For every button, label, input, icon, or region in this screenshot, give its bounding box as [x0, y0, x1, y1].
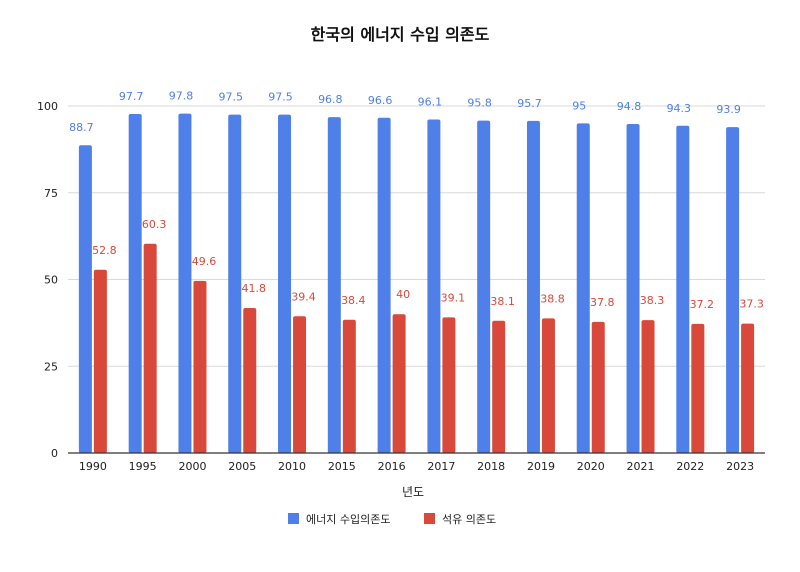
bar-oil [641, 320, 655, 453]
data-label-energy-import: 96.6 [368, 94, 393, 107]
x-tick-label: 2020 [577, 460, 605, 473]
x-tick-label: 1990 [79, 460, 107, 473]
y-tick-label: 100 [37, 100, 58, 113]
bars [78, 113, 755, 454]
data-labels: 88.7 52.8 97.7 60.3 97.8 49.6 97.5 41.8 97.5 39.4… [69, 90, 764, 311]
data-label-energy-import: 94.8 [617, 100, 642, 113]
grid-lines [68, 105, 765, 367]
y-tick-label: 50 [44, 274, 58, 287]
bar-energy-import [78, 145, 92, 453]
data-label-oil: 39.4 [291, 290, 316, 303]
data-label-oil: 39.1 [441, 291, 466, 304]
data-label-oil: 38.8 [540, 292, 565, 305]
bar-energy-import [676, 125, 690, 454]
bar-oil [93, 269, 107, 453]
x-axis-ticks: 1990 1995 2000 2005 2010 2015 2016 2017 2018 2019… [79, 460, 754, 473]
data-label-oil: 60.3 [142, 218, 167, 231]
x-tick-label: 2005 [228, 460, 256, 473]
data-label-oil: 40 [396, 288, 410, 301]
data-label-oil: 52.8 [92, 244, 117, 257]
bar-energy-import [477, 120, 491, 453]
x-tick-label: 2022 [676, 460, 704, 473]
data-label-energy-import: 97.5 [268, 91, 293, 104]
bar-oil [691, 323, 705, 453]
legend-label: 석유 의존도 [442, 513, 496, 526]
bar-energy-import [228, 114, 242, 454]
data-label-oil: 49.6 [192, 255, 217, 268]
bar-energy-import [427, 119, 441, 454]
bar-energy-import [526, 120, 540, 454]
x-axis-title: 년도 [402, 485, 424, 499]
bar-energy-import [327, 117, 341, 453]
x-tick-label: 1995 [129, 460, 157, 473]
data-label-energy-import: 97.7 [119, 90, 144, 103]
bar-oil [541, 318, 555, 453]
x-tick-label: 2023 [726, 460, 754, 473]
data-label-energy-import: 97.5 [219, 91, 244, 104]
y-tick-label: 0 [51, 447, 58, 460]
data-label-oil: 38.4 [341, 294, 366, 307]
bar-oil [193, 280, 207, 453]
data-label-energy-import: 97.8 [169, 90, 194, 103]
data-label-oil: 37.3 [739, 298, 764, 311]
bar-oil [293, 316, 307, 453]
x-tick-label: 2019 [527, 460, 555, 473]
data-label-energy-import: 96.1 [418, 96, 443, 109]
x-tick-label: 2010 [278, 460, 306, 473]
bar-oil [243, 307, 257, 453]
bar-oil [143, 243, 157, 453]
legend-swatch [288, 513, 299, 524]
bar-oil [342, 319, 356, 453]
x-tick-label: 2000 [178, 460, 206, 473]
legend: 에너지 수입의존도 석유 의존도 [288, 513, 496, 526]
data-label-energy-import: 95 [572, 99, 586, 112]
x-tick-label: 2015 [328, 460, 356, 473]
data-label-energy-import: 95.8 [467, 97, 492, 110]
x-tick-label: 2017 [427, 460, 455, 473]
data-label-oil: 37.8 [590, 296, 615, 309]
bar-energy-import [576, 123, 590, 453]
bar-energy-import [128, 113, 142, 453]
data-label-energy-import: 95.7 [517, 97, 542, 110]
y-tick-label: 25 [44, 360, 58, 373]
data-label-energy-import: 94.3 [667, 102, 692, 115]
bar-energy-import [178, 113, 192, 453]
bar-oil [492, 320, 506, 453]
data-label-oil: 37.2 [690, 298, 715, 311]
x-tick-label: 2021 [627, 460, 655, 473]
bar-energy-import [626, 124, 640, 453]
data-label-energy-import: 88.7 [69, 121, 94, 134]
data-label-energy-import: 93.9 [716, 103, 741, 116]
data-label-oil: 38.1 [490, 295, 515, 308]
legend-swatch [424, 513, 435, 524]
data-label-oil: 41.8 [242, 282, 267, 295]
bar-oil [741, 323, 755, 453]
bar-oil [392, 314, 406, 453]
bar-energy-import [726, 127, 740, 454]
data-label-oil: 38.3 [640, 294, 665, 307]
bar-energy-import [377, 117, 391, 453]
y-tick-label: 75 [44, 187, 58, 200]
y-axis-ticks: 0 25 50 75 100 [37, 100, 58, 460]
bar-oil [591, 321, 605, 453]
x-tick-label: 2016 [378, 460, 406, 473]
chart-title: 한국의 에너지 수입 의존도 [311, 25, 490, 44]
bar-oil [442, 317, 456, 453]
data-label-energy-import: 96.8 [318, 93, 343, 106]
legend-label: 에너지 수입의존도 [306, 513, 390, 526]
bar-energy-import [278, 114, 292, 454]
x-tick-label: 2018 [477, 460, 505, 473]
